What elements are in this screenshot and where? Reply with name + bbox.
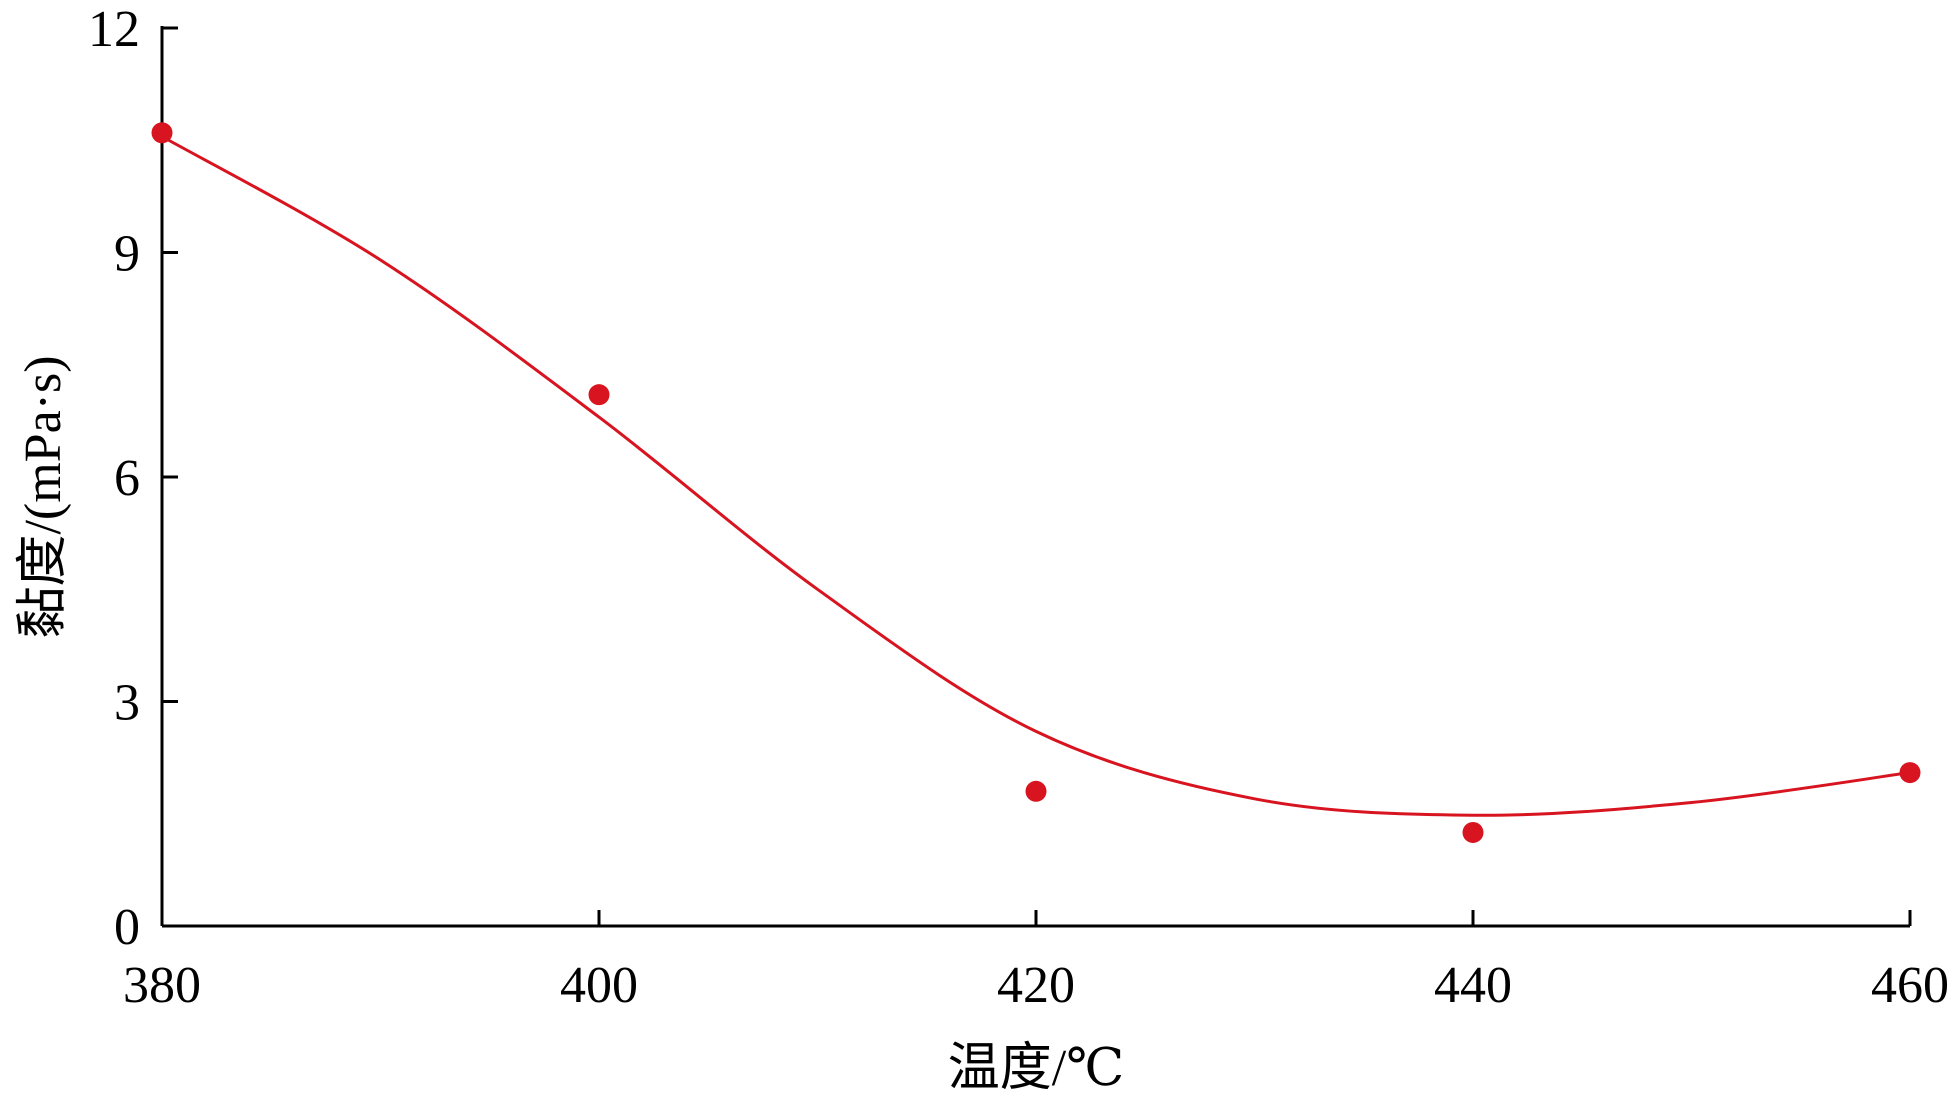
x-tick-label: 400	[560, 957, 638, 1014]
y-tick-label: 0	[114, 899, 140, 956]
data-points	[151, 122, 1921, 843]
y-ticks: 0 3 6 9 12	[88, 1, 178, 956]
fit-curve-line	[161, 135, 1911, 817]
y-tick-label: 12	[88, 1, 140, 58]
data-point	[151, 122, 173, 144]
x-ticks: 380 400 420 440 460	[123, 910, 1949, 1014]
y-tick-label: 9	[114, 226, 140, 283]
data-point	[588, 384, 610, 406]
y-tick-label: 6	[114, 450, 140, 507]
data-point	[1899, 762, 1921, 784]
x-tick-label: 380	[123, 957, 201, 1014]
data-point	[1025, 780, 1047, 802]
y-tick-label: 3	[114, 675, 140, 732]
x-axis-title: 温度/℃	[948, 1040, 1125, 1097]
x-tick-label: 440	[1434, 957, 1512, 1014]
x-tick-label: 460	[1871, 957, 1949, 1014]
data-point	[1462, 821, 1484, 843]
y-axis-title: 黏度/(mPa·s)	[15, 355, 72, 638]
x-tick-label: 420	[997, 957, 1075, 1014]
